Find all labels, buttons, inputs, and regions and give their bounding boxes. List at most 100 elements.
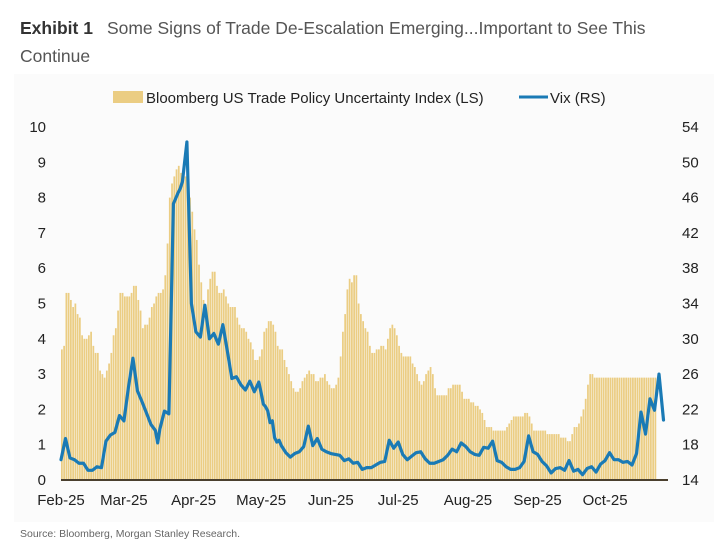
x-axis-tick-label: Aug-25	[444, 492, 492, 509]
bar	[445, 395, 448, 480]
bar	[243, 328, 245, 480]
bar	[429, 367, 432, 480]
bar	[501, 430, 504, 480]
bar	[202, 299, 205, 480]
bar	[476, 405, 479, 480]
bar	[517, 416, 520, 480]
bar	[650, 377, 652, 480]
bar	[87, 335, 90, 480]
bar	[600, 377, 603, 480]
bar	[267, 321, 270, 480]
bar	[431, 374, 434, 480]
bar	[479, 409, 481, 480]
bar	[216, 285, 218, 480]
bar	[371, 352, 373, 480]
x-axis-tick-label: Mar-25	[100, 492, 148, 509]
bar	[488, 427, 490, 480]
bar	[492, 430, 495, 480]
bar	[596, 377, 598, 480]
bar	[90, 331, 92, 480]
bar	[395, 335, 398, 480]
bar	[211, 271, 214, 480]
exhibit-title: Exhibit 1 Some Signs of Trade De-Escalati…	[20, 14, 710, 70]
left-axis-tick-label: 5	[38, 296, 46, 313]
bar	[413, 367, 416, 480]
bar	[85, 338, 88, 480]
bar	[200, 282, 203, 480]
bar	[209, 278, 212, 480]
bar	[593, 377, 596, 480]
vix-line	[59, 140, 666, 477]
bar	[521, 416, 524, 480]
x-axis-tick-label: Feb-25	[37, 492, 85, 509]
bar	[427, 370, 430, 480]
bar	[555, 434, 558, 480]
bar	[357, 303, 360, 480]
bar	[155, 296, 158, 480]
bar	[366, 331, 369, 480]
bar	[123, 296, 126, 480]
legend-label-bars: Bloomberg US Trade Policy Uncertainty In…	[146, 90, 484, 107]
bar	[472, 402, 475, 480]
x-axis-ticks: Feb-25 Mar-25 Apr-25 May-25 Jun-25 Jul-25 Aug-…	[37, 492, 627, 509]
bar	[553, 434, 556, 480]
bar	[616, 377, 619, 480]
bar	[312, 374, 315, 480]
bar	[510, 419, 513, 480]
bar	[231, 307, 234, 480]
right-axis-tick-label: 42	[682, 225, 699, 242]
bar	[524, 412, 526, 480]
bar	[324, 374, 326, 480]
bar	[247, 338, 250, 480]
bar	[297, 391, 299, 480]
x-axis-tick-label: May-25	[236, 492, 286, 509]
bar	[234, 307, 236, 480]
left-axis-tick-label: 9	[38, 154, 46, 171]
bar	[647, 377, 650, 480]
bar	[245, 331, 248, 480]
bar	[620, 377, 623, 480]
bar	[506, 427, 508, 480]
bar	[447, 388, 450, 480]
right-axis-tick-label: 30	[682, 331, 699, 348]
bar	[400, 352, 403, 480]
right-axis-tick-label: 50	[682, 154, 699, 171]
bar	[67, 292, 70, 480]
exhibit-label: Exhibit 1	[20, 18, 93, 38]
bar	[330, 388, 333, 480]
left-axis-tick-label: 4	[38, 331, 46, 348]
bar	[434, 388, 436, 480]
bar	[288, 374, 290, 480]
bar	[497, 430, 499, 480]
bar	[636, 377, 639, 480]
bar	[193, 229, 196, 480]
legend-swatch-bars	[113, 91, 143, 103]
right-axis-tick-label: 18	[682, 437, 699, 454]
bar	[261, 349, 263, 480]
bar	[582, 409, 585, 480]
bar	[611, 377, 614, 480]
bar	[236, 317, 239, 480]
bar	[346, 289, 349, 480]
right-axis-tick-label: 34	[682, 296, 699, 313]
bar	[175, 169, 178, 481]
bar	[227, 303, 230, 480]
bar	[94, 352, 97, 480]
bar	[485, 427, 488, 480]
bar	[333, 388, 335, 480]
bar-series	[61, 165, 657, 481]
bar	[76, 314, 79, 480]
bar	[362, 321, 364, 480]
bar	[112, 335, 115, 480]
left-axis-tick-label: 3	[38, 366, 46, 383]
bar	[204, 307, 207, 480]
left-axis-tick-label: 8	[38, 190, 46, 207]
bar	[207, 289, 209, 480]
bar	[195, 239, 198, 480]
bar	[557, 434, 560, 480]
bar	[404, 356, 407, 480]
bar	[159, 292, 162, 480]
bar	[78, 317, 81, 480]
bar	[72, 307, 74, 480]
bar	[61, 349, 63, 480]
